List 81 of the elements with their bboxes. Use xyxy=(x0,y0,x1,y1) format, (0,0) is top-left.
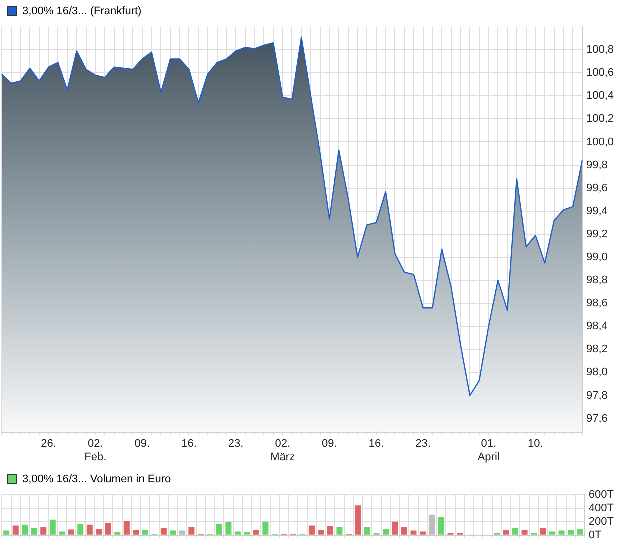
y-tick-label: 200T xyxy=(588,516,614,528)
bar xyxy=(31,528,38,535)
legend-label: 3,00% 16/3... (Frankfurt) xyxy=(22,6,142,18)
bar xyxy=(142,530,148,535)
x-tick-label: 23. xyxy=(228,438,244,450)
x-tick-label: 02. Feb. xyxy=(84,438,107,464)
bar xyxy=(364,527,370,535)
bar xyxy=(170,530,176,535)
y-tick-label: 98,0 xyxy=(586,366,608,379)
bar xyxy=(105,523,112,535)
y-tick-label: 99,2 xyxy=(586,228,608,240)
y-tick-label: 100,0 xyxy=(586,136,614,148)
bar xyxy=(216,524,222,535)
y-tick-label: 97,6 xyxy=(586,412,608,425)
bar xyxy=(410,530,417,535)
bar xyxy=(420,532,426,535)
y-tick-label: 0T xyxy=(588,529,602,542)
bar xyxy=(429,514,436,535)
bar xyxy=(50,520,56,535)
y-tick-label: 100,6 xyxy=(586,67,614,80)
y-tick-label: 98,6 xyxy=(586,298,608,310)
bar xyxy=(522,530,528,535)
bar xyxy=(318,530,324,535)
bar xyxy=(133,530,140,535)
legend-label: 3,00% 16/3... Volumen in Euro xyxy=(22,474,172,486)
y-tick-label: 99,6 xyxy=(586,182,608,194)
bar xyxy=(244,532,250,535)
bar xyxy=(392,522,398,535)
x-tick-label: 09. xyxy=(322,438,338,450)
x-tick-label: 09. xyxy=(134,438,150,450)
y-tick-label: 100,2 xyxy=(586,113,614,126)
bar xyxy=(336,527,343,535)
bar xyxy=(114,532,121,535)
bar xyxy=(160,528,167,535)
x-tick-label: 16. xyxy=(182,438,197,450)
bar xyxy=(262,522,269,535)
y-tick-label: 97,8 xyxy=(586,390,608,402)
y-tick-label: 98,2 xyxy=(586,344,608,356)
bar xyxy=(40,527,47,535)
x-tick-label: 23. xyxy=(416,438,431,450)
bar xyxy=(226,522,232,535)
bar xyxy=(401,527,408,535)
bar xyxy=(382,529,389,535)
bar xyxy=(503,530,510,535)
bar xyxy=(96,529,102,535)
x-tick-label: 16. xyxy=(368,438,384,450)
y-tick-label: 99,0 xyxy=(586,251,608,264)
bar xyxy=(68,530,74,535)
x-tick-label: 26. xyxy=(41,438,56,450)
x-tick-label: 02. März xyxy=(270,438,296,464)
bar xyxy=(540,528,546,535)
bar xyxy=(78,524,84,535)
bar xyxy=(179,530,186,535)
bar xyxy=(253,530,260,535)
bar xyxy=(355,506,362,535)
bar xyxy=(188,527,195,535)
bar xyxy=(22,524,28,535)
bar xyxy=(308,526,315,535)
bar xyxy=(234,532,241,535)
x-tick-label: 10. xyxy=(528,438,544,450)
x-tick-label: 01. April xyxy=(478,438,500,464)
bar xyxy=(558,530,565,535)
y-tick-label: 100,8 xyxy=(586,44,614,56)
bar xyxy=(438,518,445,535)
bar xyxy=(512,528,519,535)
bar xyxy=(568,530,574,535)
y-tick-label: 100,4 xyxy=(586,90,614,102)
bar xyxy=(550,532,556,535)
bar xyxy=(59,532,66,535)
y-tick-label: 400T xyxy=(588,502,614,514)
bar xyxy=(124,522,130,535)
y-tick-label: 98,8 xyxy=(586,274,608,287)
y-tick-label: 600T xyxy=(588,489,614,502)
y-tick-label: 99,4 xyxy=(586,205,608,218)
bar xyxy=(327,526,334,535)
y-tick-label: 98,4 xyxy=(586,320,608,333)
bar xyxy=(4,530,10,535)
bar xyxy=(12,526,19,535)
y-tick-label: 99,8 xyxy=(586,159,608,172)
bar xyxy=(577,529,584,535)
bar xyxy=(86,524,93,535)
